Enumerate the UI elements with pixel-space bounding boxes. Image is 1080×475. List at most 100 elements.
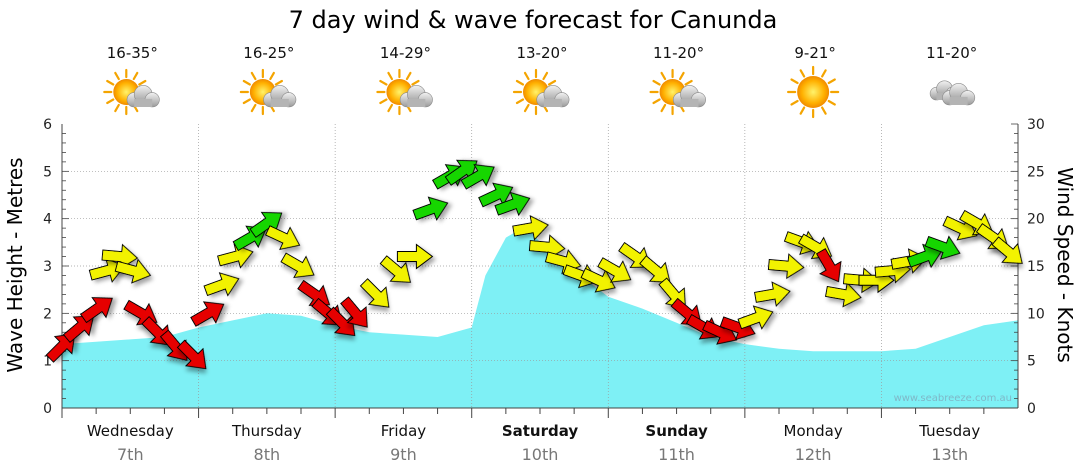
wind-arrows <box>45 159 1023 370</box>
day-name: Friday <box>381 422 427 440</box>
sun-cloud-icon <box>103 68 160 116</box>
wind-arrow <box>396 243 434 270</box>
sun-ray <box>827 78 836 85</box>
sun-ray <box>660 71 667 81</box>
left-tick-label: 4 <box>43 212 52 228</box>
day-name: Thursday <box>231 422 302 440</box>
day-date: 9th <box>390 445 417 464</box>
sun-ray <box>523 71 530 81</box>
sun-ray <box>405 71 412 81</box>
sun-ray <box>684 79 693 86</box>
sun-ray <box>138 79 147 86</box>
wind-arrow <box>906 243 943 269</box>
sun-ray <box>515 98 525 105</box>
cloud-shape <box>942 83 976 106</box>
sun-ray <box>387 71 394 81</box>
sun-ray <box>678 71 685 81</box>
sun-ray <box>379 98 388 105</box>
wind-arrow <box>217 243 254 269</box>
left-tick-label: 2 <box>43 306 52 322</box>
plot-area: 0 1 2 3 4 5 6 0 5 10 15 20 25 30 <box>43 117 1045 418</box>
wind-arrow <box>639 255 671 283</box>
day-date: 10th <box>522 445 559 464</box>
axes <box>61 123 1019 418</box>
sun-ray <box>660 103 667 113</box>
sun-ray <box>242 79 251 86</box>
right-tick-label: 10 <box>1027 306 1045 322</box>
day-name: Wednesday <box>87 422 174 440</box>
day-temp: 11-20° <box>926 44 977 62</box>
wind-arrow <box>203 272 240 297</box>
day-temp: 14-29° <box>380 44 431 62</box>
sun-ray <box>542 71 549 81</box>
sun-ray <box>250 103 257 113</box>
cloud-shape <box>536 85 570 108</box>
cloud-icon <box>929 80 976 106</box>
wind-arrow <box>101 243 139 270</box>
sun-ray <box>652 79 661 86</box>
wind-arrow <box>176 339 207 370</box>
right-tick-label: 25 <box>1027 164 1045 180</box>
right-tick-label: 15 <box>1027 259 1045 275</box>
right-tick-label: 5 <box>1027 354 1036 370</box>
day-temp: 13-20° <box>516 44 567 62</box>
right-tick-label: 0 <box>1027 401 1036 417</box>
wind-arrow <box>80 297 113 324</box>
sun-ray <box>114 71 120 81</box>
day-date: 11th <box>658 445 695 464</box>
sun-ray <box>242 98 251 105</box>
left-axis-ticks: 0 1 2 3 4 5 6 <box>43 117 52 417</box>
sun-ray <box>250 71 257 81</box>
right-axis-ticks: 0 5 10 15 20 25 30 <box>1027 117 1045 417</box>
wind-arrow <box>737 305 774 330</box>
sun-cloud-icon <box>239 68 297 116</box>
sun-ray <box>799 69 806 78</box>
sun-ray <box>547 79 557 86</box>
sun-ray <box>379 79 388 86</box>
wind-arrow <box>754 281 791 307</box>
day-temp: 9-21° <box>794 44 836 62</box>
cloud-shape <box>399 85 433 108</box>
wind-arrow <box>478 182 514 208</box>
day-date: 7th <box>117 445 144 464</box>
sun-ray <box>515 79 525 86</box>
wind-arrow <box>340 296 368 328</box>
wind-arrow <box>825 281 862 308</box>
wind-arrow <box>444 159 478 186</box>
wind-arrow <box>325 306 356 337</box>
wind-arrow <box>265 225 301 251</box>
right-tick-label: 30 <box>1027 117 1045 133</box>
sun-ray <box>274 79 284 86</box>
left-axis-label: Wave Height - Metres <box>3 157 27 372</box>
wind-arrow <box>359 278 390 308</box>
sun-ray <box>106 79 115 86</box>
cloud-shape <box>126 85 160 108</box>
wind-arrow <box>280 252 315 279</box>
cloud-shape <box>672 85 706 108</box>
sun-ray <box>411 79 420 86</box>
sun-cloud-icon <box>376 68 433 116</box>
wind-arrow <box>412 196 449 221</box>
sun-ray <box>652 98 661 105</box>
wind-arrow <box>815 248 842 283</box>
chart-title: 7 day wind & wave forecast for Canunda <box>289 6 778 34</box>
day-temp: 16-35° <box>107 44 158 62</box>
watermark: www.seabreeze.com.au <box>894 393 1012 404</box>
day-temp: 11-20° <box>653 44 704 62</box>
left-tick-label: 3 <box>43 259 52 275</box>
day-name: Sunday <box>645 422 708 440</box>
sun-cloud-icon <box>512 68 570 116</box>
left-tick-label: 1 <box>43 354 52 370</box>
wind-arrow <box>597 257 632 283</box>
wind-arrow <box>512 215 549 241</box>
wind-arrow <box>924 235 961 260</box>
sun-ray <box>114 103 120 113</box>
day-date: 13th <box>931 445 968 464</box>
wind-arrow <box>45 333 76 363</box>
day-temp: 16-25° <box>243 44 294 62</box>
wave-height-area <box>62 225 1018 408</box>
sun-disc <box>797 76 830 108</box>
day-name: Monday <box>784 422 843 440</box>
sun-ray <box>821 69 827 78</box>
wind-arrow <box>190 301 225 327</box>
